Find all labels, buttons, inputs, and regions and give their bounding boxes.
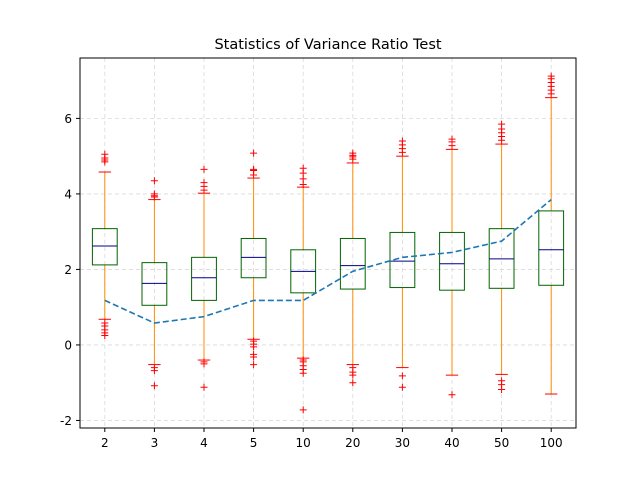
flier-marker	[250, 343, 258, 351]
y-tick-label: 6	[64, 112, 72, 126]
chart-title: Statistics of Variance Ratio Test	[214, 37, 441, 53]
y-tick-label: 2	[64, 263, 72, 277]
flier-marker	[349, 371, 357, 379]
flier-marker	[299, 406, 307, 414]
y-tick-label: -2	[60, 414, 72, 428]
dashed-line-series	[104, 198, 552, 324]
box-iqr	[240, 237, 267, 279]
x-tick-label: 2	[101, 436, 109, 450]
box-plot-20	[339, 149, 366, 387]
box-plot-10	[290, 164, 317, 414]
x-tick-label: 50	[494, 436, 509, 450]
x-tick-label: 100	[540, 436, 563, 450]
x-tick-label: 10	[296, 436, 311, 450]
flier-marker	[200, 165, 208, 173]
series-line	[104, 198, 552, 324]
flier-marker	[200, 179, 208, 187]
flier-marker	[299, 164, 307, 172]
flier-marker	[250, 149, 258, 157]
box-iqr	[141, 262, 168, 306]
x-tick-label: 4	[200, 436, 208, 450]
flier-marker	[448, 135, 456, 143]
box-plot-100	[538, 72, 565, 395]
box-iqr	[91, 228, 118, 266]
x-tick-label: 40	[444, 436, 459, 450]
flier-marker	[150, 382, 158, 390]
flier-marker	[299, 369, 307, 377]
box-plot-50	[488, 120, 515, 393]
flier-marker	[250, 165, 258, 173]
box-iqr	[538, 210, 565, 286]
flier-marker	[200, 360, 208, 368]
box-plot-3	[141, 177, 168, 390]
flier-marker	[547, 72, 555, 80]
y-tick-label: 0	[64, 338, 72, 352]
flier-marker	[150, 367, 158, 375]
x-tick-label: 30	[395, 436, 410, 450]
box-iqr	[439, 231, 465, 291]
box-plots	[91, 72, 565, 414]
y-tick-label: 4	[64, 187, 72, 201]
flier-marker	[349, 149, 357, 157]
flier-marker	[200, 383, 208, 391]
box-plot-2	[91, 150, 118, 339]
box-plot-5	[240, 149, 267, 369]
x-tick-label: 5	[250, 436, 258, 450]
flier-marker	[498, 385, 506, 393]
flier-marker	[250, 361, 258, 369]
box-iqr	[389, 231, 416, 289]
box-iqr	[339, 237, 366, 290]
x-tick-label: 3	[151, 436, 159, 450]
box-iqr	[191, 256, 217, 301]
flier-marker	[349, 379, 357, 387]
flier-marker	[398, 383, 406, 391]
flier-marker	[448, 391, 456, 399]
flier-marker	[498, 120, 506, 128]
box-plot-30	[389, 137, 416, 391]
x-tick-label: 20	[345, 436, 360, 450]
flier-marker	[250, 353, 258, 361]
plot-frame	[79, 57, 577, 429]
flier-marker	[398, 372, 406, 380]
box-plot-40	[439, 135, 465, 399]
axes: -2 0 2 4 6 2 3 4 5 10 20 30 40 50 100	[60, 112, 563, 450]
box-plot-4	[191, 165, 217, 391]
flier-marker	[101, 150, 109, 158]
flier-marker	[150, 190, 158, 198]
flier-marker	[150, 177, 158, 185]
flier-marker	[398, 137, 406, 145]
flier-marker	[101, 319, 109, 327]
